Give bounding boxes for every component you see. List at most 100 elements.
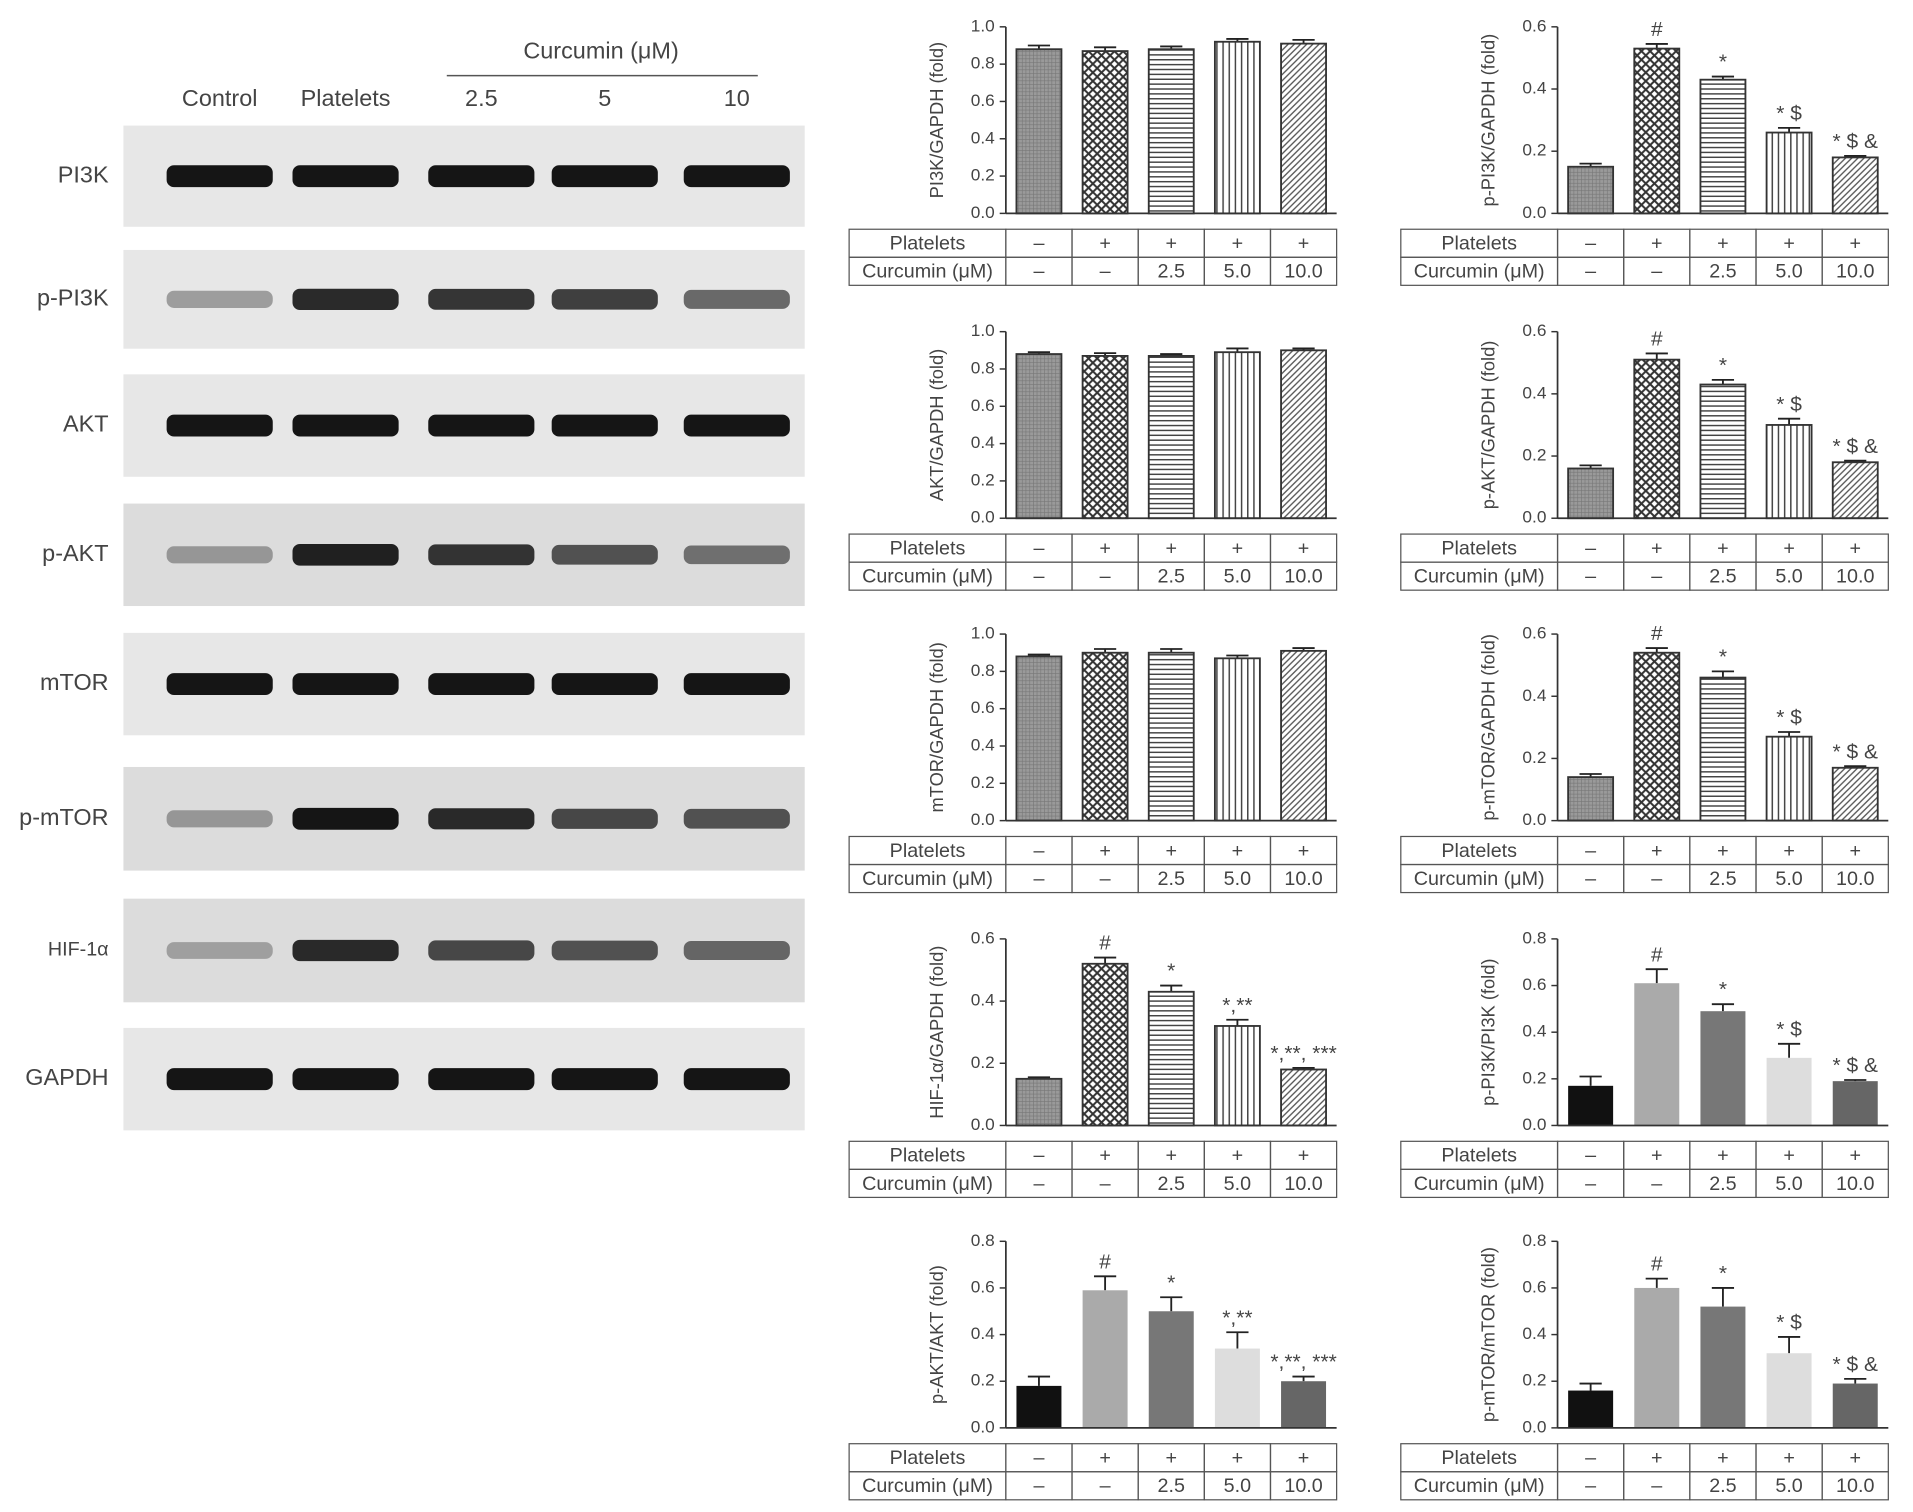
y-tick-label: 0.0 bbox=[1522, 507, 1546, 527]
table-text: Curcumin (μM) bbox=[1414, 261, 1545, 283]
lane-label: 10 bbox=[724, 85, 750, 111]
y-tick-label: 1.0 bbox=[971, 15, 995, 35]
table-text: – bbox=[1100, 1475, 1111, 1497]
table-text: Curcumin (μM) bbox=[862, 566, 993, 588]
table-text: – bbox=[1651, 1173, 1662, 1195]
bar bbox=[1700, 1306, 1746, 1428]
significance-label: *,**, *** bbox=[1270, 1351, 1336, 1374]
table-text: + bbox=[1849, 1447, 1861, 1469]
lane-label: 5 bbox=[598, 85, 611, 111]
table-text: + bbox=[1849, 1145, 1861, 1167]
y-tick-label: 0.4 bbox=[971, 432, 995, 452]
table-text: 5.0 bbox=[1224, 868, 1252, 890]
table-text: 10.0 bbox=[1284, 868, 1322, 890]
blot-band bbox=[683, 940, 790, 960]
y-axis-label: mTOR/GAPDH (fold) bbox=[926, 642, 947, 812]
table-cell bbox=[1269, 863, 1338, 894]
y-tick-label: 0.6 bbox=[1522, 974, 1546, 994]
blot-band bbox=[166, 673, 273, 696]
bar bbox=[1766, 1353, 1812, 1428]
y-tick-label: 0.4 bbox=[1522, 685, 1546, 705]
bar bbox=[1081, 355, 1129, 520]
significance-label: * bbox=[1719, 646, 1727, 669]
table-text: + bbox=[1298, 1447, 1310, 1469]
bar bbox=[1015, 655, 1063, 822]
lane-label: 2.5 bbox=[465, 85, 498, 111]
table-text: Curcumin (μM) bbox=[1414, 1475, 1545, 1497]
bar bbox=[1765, 735, 1813, 822]
y-axis-label: p-mTOR/mTOR (fold) bbox=[1477, 1247, 1498, 1422]
table-text: + bbox=[1099, 840, 1111, 862]
table-text: Platelets bbox=[1441, 840, 1517, 862]
table-text: + bbox=[1165, 840, 1177, 862]
table-text: 2.5 bbox=[1709, 1173, 1737, 1195]
bar bbox=[1567, 165, 1615, 215]
table-text: – bbox=[1100, 261, 1111, 283]
y-tick-label: 1.0 bbox=[971, 623, 995, 643]
table-text: + bbox=[1298, 840, 1310, 862]
significance-label: * bbox=[1167, 960, 1175, 983]
y-tick-label: 0.0 bbox=[1522, 1416, 1546, 1436]
table-text: – bbox=[1585, 538, 1596, 560]
bar bbox=[1765, 131, 1813, 215]
table-text: 2.5 bbox=[1709, 566, 1737, 588]
blot-band bbox=[551, 414, 658, 437]
table-text: + bbox=[1165, 1447, 1177, 1469]
bar bbox=[1633, 47, 1681, 215]
y-axis-label: p-PI3K/PI3K (fold) bbox=[1477, 959, 1498, 1106]
significance-label: * $ & bbox=[1833, 130, 1879, 153]
significance-label: *,**, *** bbox=[1270, 1042, 1336, 1065]
blot-header: Curcumin (μM) bbox=[523, 38, 678, 64]
blot-band bbox=[428, 414, 535, 437]
table-text: + bbox=[1165, 233, 1177, 255]
blot-band bbox=[683, 289, 790, 309]
bar bbox=[1147, 48, 1195, 215]
y-tick-label: 0.6 bbox=[971, 1277, 995, 1297]
table-text: – bbox=[1585, 233, 1596, 255]
blot-band bbox=[428, 673, 535, 696]
table-text: + bbox=[1099, 1447, 1111, 1469]
table-text: + bbox=[1849, 538, 1861, 560]
table-text: – bbox=[1585, 868, 1596, 890]
table-text: – bbox=[1033, 566, 1044, 588]
table-text: 10.0 bbox=[1836, 1173, 1874, 1195]
table-text: Curcumin (μM) bbox=[1414, 1173, 1545, 1195]
y-tick-label: 0.4 bbox=[971, 127, 995, 147]
y-tick-label: 0.2 bbox=[1522, 747, 1546, 767]
y-tick-label: 0.4 bbox=[971, 990, 995, 1010]
bar bbox=[1213, 1025, 1261, 1127]
table-text: + bbox=[1165, 1145, 1177, 1167]
table-cell bbox=[1269, 561, 1338, 591]
protein-label: PI3K bbox=[58, 161, 109, 187]
blot-band bbox=[166, 414, 273, 437]
y-axis-label: p-PI3K/GAPDH (fold) bbox=[1477, 34, 1498, 207]
table-cell bbox=[1821, 863, 1889, 894]
table-text: – bbox=[1585, 1475, 1596, 1497]
y-axis-label: HIF-1α/GAPDH (fold) bbox=[926, 946, 947, 1119]
table-text: + bbox=[1651, 1145, 1663, 1167]
blot-band bbox=[166, 942, 273, 959]
protein-label: GAPDH bbox=[25, 1064, 108, 1090]
y-tick-label: 0.2 bbox=[971, 1052, 995, 1072]
y-tick-label: 0.0 bbox=[971, 809, 995, 829]
significance-label: * bbox=[1719, 1262, 1727, 1285]
table-text: Platelets bbox=[890, 1447, 966, 1469]
table-text: 5.0 bbox=[1775, 261, 1803, 283]
table-text: Platelets bbox=[1441, 1447, 1517, 1469]
significance-label: * $ bbox=[1776, 706, 1802, 729]
blot-band bbox=[166, 1068, 273, 1091]
y-tick-label: 0.2 bbox=[1522, 1370, 1546, 1390]
table-text: + bbox=[1651, 233, 1663, 255]
bar bbox=[1081, 962, 1129, 1127]
blot-band bbox=[428, 165, 535, 188]
table-text: + bbox=[1099, 233, 1111, 255]
bar bbox=[1633, 358, 1681, 520]
table-text: 2.5 bbox=[1158, 566, 1186, 588]
table-cell bbox=[1269, 1471, 1338, 1501]
table-text: – bbox=[1585, 1173, 1596, 1195]
table-text: + bbox=[1232, 840, 1244, 862]
blot-band bbox=[683, 414, 790, 437]
table-text: Curcumin (μM) bbox=[862, 1173, 993, 1195]
bar bbox=[1634, 983, 1680, 1126]
table-cell bbox=[1821, 1168, 1889, 1199]
